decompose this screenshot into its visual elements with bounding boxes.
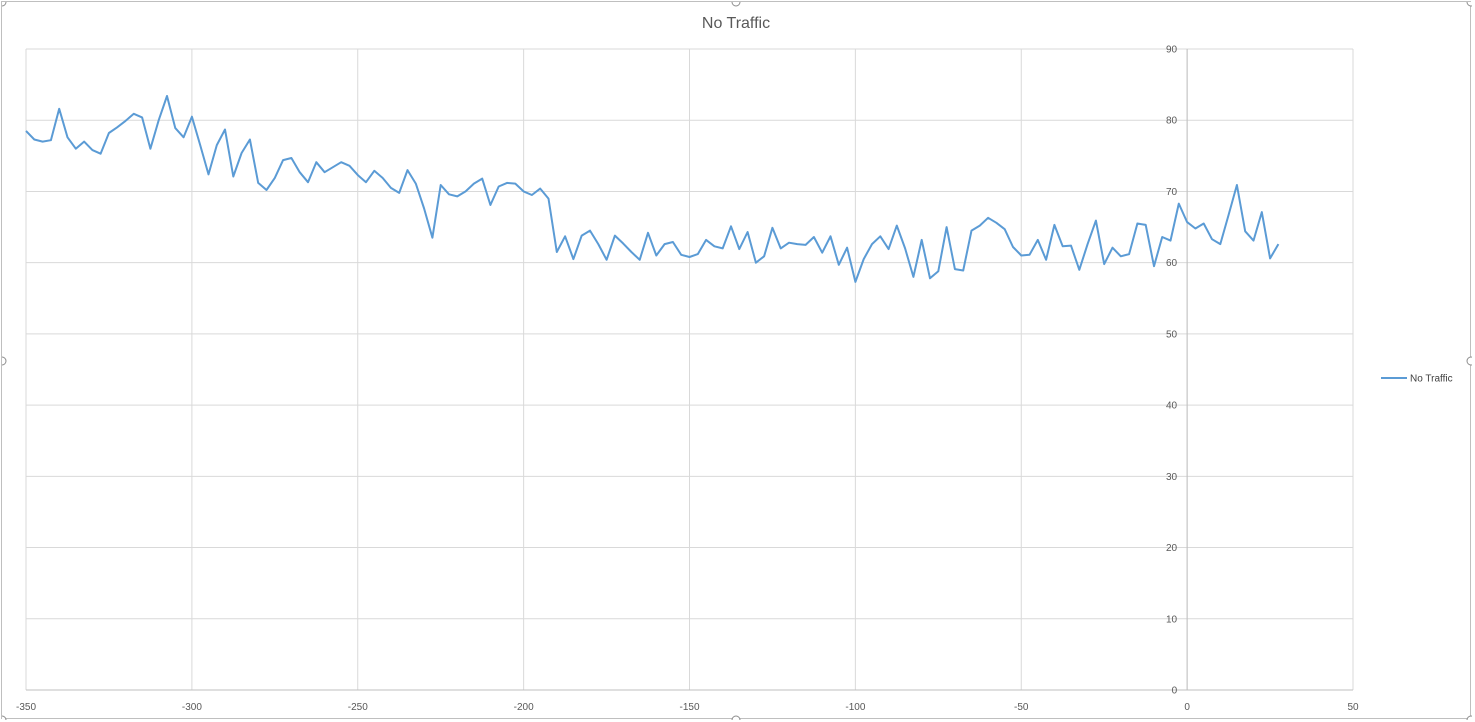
resize-handle[interactable] <box>2 356 7 366</box>
x-tick-label: -100 <box>845 702 865 713</box>
x-tick-label: -350 <box>16 702 36 713</box>
resize-handle[interactable] <box>2 715 7 720</box>
y-tick-label: 60 <box>1166 258 1178 269</box>
chart-title: No Traffic <box>702 15 770 32</box>
y-tick-label: 70 <box>1166 187 1178 198</box>
series-layer <box>25 95 1280 283</box>
resize-handle[interactable] <box>731 715 741 720</box>
legend-label: No Traffic <box>1410 374 1453 385</box>
x-tick-label: -200 <box>514 702 534 713</box>
series-line-no-traffic <box>25 95 1280 283</box>
x-tick-label: -150 <box>679 702 699 713</box>
y-tick-label: 30 <box>1166 472 1178 483</box>
y-tick-label: 10 <box>1166 614 1178 625</box>
y-tick-label: 50 <box>1166 329 1178 340</box>
legend: No Traffic <box>1381 374 1453 385</box>
resize-handle[interactable] <box>1466 715 1472 720</box>
resize-handle[interactable] <box>1466 2 1472 7</box>
y-tick-label: 40 <box>1166 401 1178 412</box>
resize-handle[interactable] <box>1466 356 1472 366</box>
x-tick-label: -300 <box>182 702 202 713</box>
y-tick-label: 20 <box>1166 543 1178 554</box>
resize-handle[interactable] <box>2 2 7 7</box>
y-tick-label: 0 <box>1172 686 1178 697</box>
x-tick-label: -250 <box>348 702 368 713</box>
axis-ticks: 0 10 20 30 40 50 60 70 80 90 -350 -300 -250 -200 -150 -… <box>16 45 1359 714</box>
x-tick-label: 0 <box>1184 702 1190 713</box>
x-tick-label: -50 <box>1014 702 1029 713</box>
y-tick-label: 90 <box>1166 45 1178 56</box>
y-tick-label: 80 <box>1166 116 1178 127</box>
resize-handle[interactable] <box>731 2 741 7</box>
x-tick-label: 50 <box>1347 702 1359 713</box>
gridlines <box>25 48 1354 691</box>
